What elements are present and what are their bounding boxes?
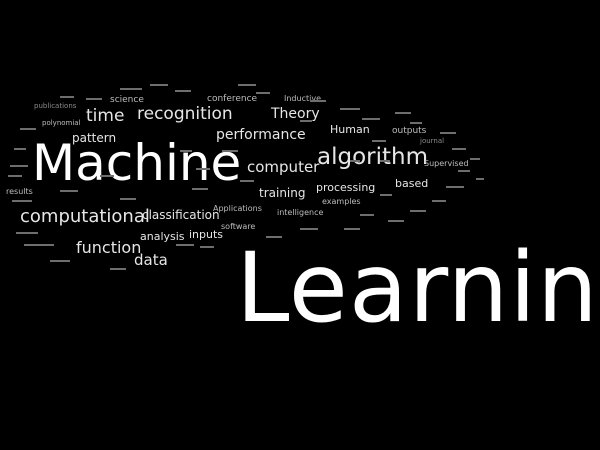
word-supervised: Supervised	[424, 159, 469, 168]
word-learning: Learning	[236, 232, 600, 344]
word-data: data	[134, 251, 168, 269]
word-pattern: pattern	[72, 131, 117, 145]
word-theory: Theory	[271, 106, 320, 122]
word-computational: computational	[20, 206, 150, 227]
word-time: time	[86, 106, 125, 126]
word-science: science	[110, 95, 144, 105]
word-outputs: outputs	[392, 126, 427, 136]
word-inductive: Inductive	[284, 94, 321, 103]
word-polynomial: polynomial	[42, 119, 81, 127]
word-human: Human	[330, 123, 370, 136]
word-training: training	[259, 186, 306, 200]
word-inputs: inputs	[189, 228, 224, 241]
word-based: based	[395, 177, 429, 190]
word-analysis: analysis	[140, 230, 185, 243]
word-performance: performance	[216, 127, 306, 143]
word-machine: Machine	[32, 134, 242, 192]
word-classification: classification	[142, 208, 220, 222]
word-computer: computer	[247, 158, 320, 176]
word-conference: conference	[207, 94, 258, 104]
word-results: results	[6, 187, 33, 196]
word-journal: journal	[420, 137, 445, 145]
word-function: function	[76, 238, 142, 257]
word-processing: processing	[316, 181, 376, 194]
word-intelligence: intelligence	[277, 208, 324, 217]
word-examples: examples	[322, 197, 361, 206]
word-applications: Applications	[213, 204, 262, 213]
word-recognition: recognition	[137, 104, 233, 124]
word-algorithm: algorithm	[317, 144, 429, 170]
word-software: software	[221, 222, 256, 231]
word-publications: publications	[34, 102, 77, 110]
